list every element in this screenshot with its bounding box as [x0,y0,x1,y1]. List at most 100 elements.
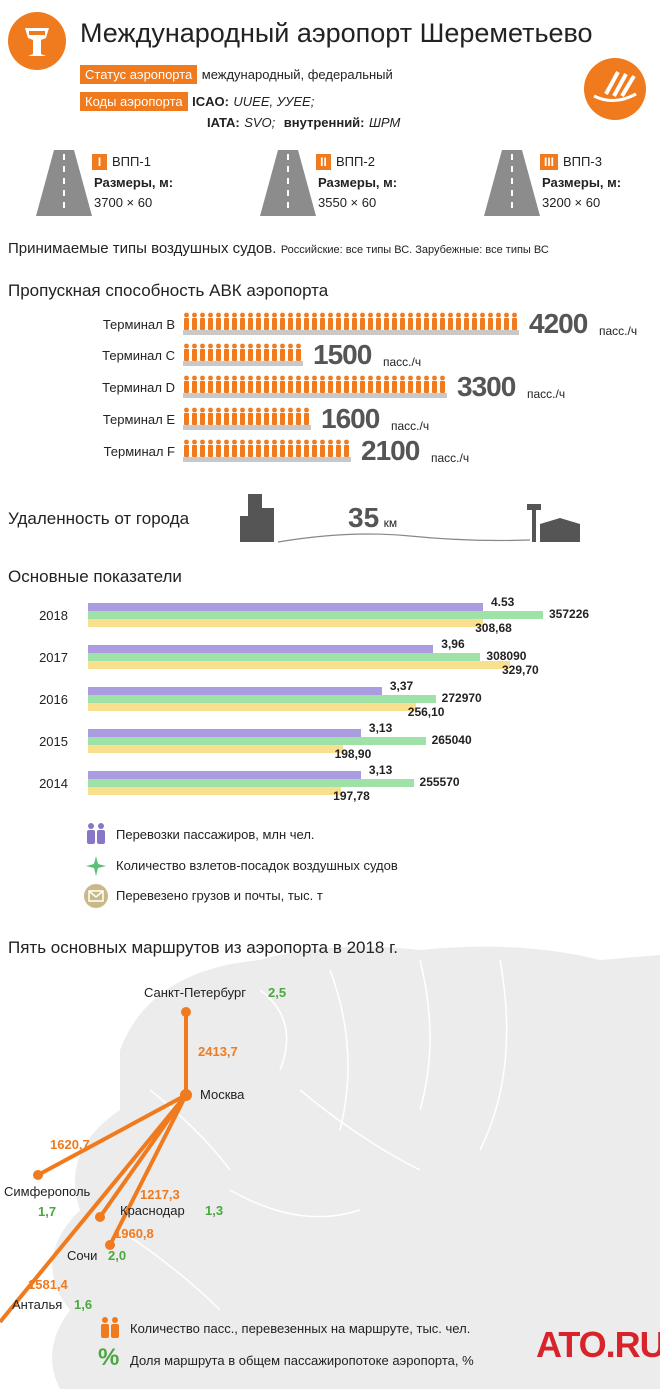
person-icon [288,375,293,393]
route-line-sochi [108,1094,188,1246]
person-icon [296,343,301,361]
person-icon [208,407,213,425]
person-icon [232,312,237,330]
person-icon [504,312,509,330]
person-icon [264,407,269,425]
bar-flights [88,779,414,787]
runway-icon [36,150,92,216]
runway-badge: II [316,154,331,170]
person-icon [304,312,309,330]
person-icon [448,312,453,330]
person-icon [296,407,301,425]
person-icon [288,312,293,330]
city-to-airport-illustration [240,494,580,543]
bar-flights [88,737,426,745]
terminal-capacity-unit: пасс./ч [431,451,470,465]
person-icon [184,343,189,361]
people-icon [87,823,105,844]
person-icon [512,312,517,330]
person-icon [232,407,237,425]
person-icon [280,375,285,393]
person-icon [272,375,277,393]
person-icon [256,439,261,457]
person-icon [248,375,253,393]
route-pass-spb: 2413,7 [198,1044,238,1059]
year-label: 2018 [39,608,68,623]
bar-value-label: 308,68 [475,621,512,635]
bar-value-label: 255570 [419,775,460,789]
distance-value: 35 [348,502,380,533]
person-icon [408,312,413,330]
tower-logo-icon [8,12,66,70]
bar-value-label: 329,70 [502,663,539,677]
person-icon [240,375,245,393]
page-title: Международный аэропорт Шереметьево [80,18,593,48]
person-icon [488,312,493,330]
person-icon [416,312,421,330]
person-icon [224,312,229,330]
person-icon [288,343,293,361]
person-icon [192,407,197,425]
people-icon [101,1317,119,1338]
runway-icon [260,150,316,216]
person-icon [296,312,301,330]
person-icon [192,439,197,457]
person-icon [432,375,437,393]
person-icon [192,375,197,393]
bar-flights [88,611,543,619]
person-icon [424,375,429,393]
terminal-capacity-unit: пасс./ч [383,355,422,369]
route-city-simferopol: Симферополь [4,1184,91,1199]
bar-passengers [88,771,361,779]
person-icon [224,343,229,361]
status-label: Статус аэропорта [80,65,198,84]
person-icon [208,375,213,393]
legend-passengers: Перевозки пассажиров, млн чел. [116,827,315,842]
person-icon [272,312,277,330]
person-icon [272,343,277,361]
person-icon [264,439,269,457]
runway-badge: I [92,154,107,170]
person-icon [200,439,205,457]
bar-flights [88,653,481,661]
person-icon [344,375,349,393]
person-icon [264,375,269,393]
person-icon [248,312,253,330]
distance-value-group: 35 км [348,502,397,534]
person-icon [272,407,277,425]
bar-value-label: 256,10 [407,705,445,719]
route-pass-krasnodar: 1217,3 [140,1187,180,1202]
person-icon [352,312,357,330]
codes-label: Коды аэропорта [80,92,188,111]
bar-cargo [88,661,510,669]
bar-value-label: 272970 [441,691,482,705]
person-icon [312,375,317,393]
bar-value-label: 357226 [549,607,590,621]
person-icon [440,375,445,393]
bar-value-label: 308090 [486,649,527,663]
person-icon [208,439,213,457]
person-icon [248,343,253,361]
person-icon [200,375,205,393]
person-icon [224,375,229,393]
terminal-capacity-value: 2100 [361,435,420,466]
runway-size: 3550 × 60 [318,195,377,210]
person-icon [216,312,221,330]
person-icon [320,439,325,457]
terminal-name: Терминал B [102,317,175,332]
person-icon [360,375,365,393]
terminal-capacity-value: 1500 [313,339,372,370]
terminal-name: Терминал E [102,412,175,427]
bar-value-label: 197,78 [333,789,370,803]
aircraft-heading: Принимаемые типы воздушных судов. [8,240,277,257]
person-icon [280,343,285,361]
person-icon [208,343,213,361]
route-city-spb: Санкт-Петербург [144,985,246,1000]
capacity-heading: Пропускная способность АВК аэропорта [8,281,329,300]
person-icon [296,375,301,393]
person-icon [184,375,189,393]
indicators-heading: Основные показатели [8,567,182,586]
person-icon [248,439,253,457]
airport-terminal-icon [527,504,580,542]
person-icon [464,312,469,330]
